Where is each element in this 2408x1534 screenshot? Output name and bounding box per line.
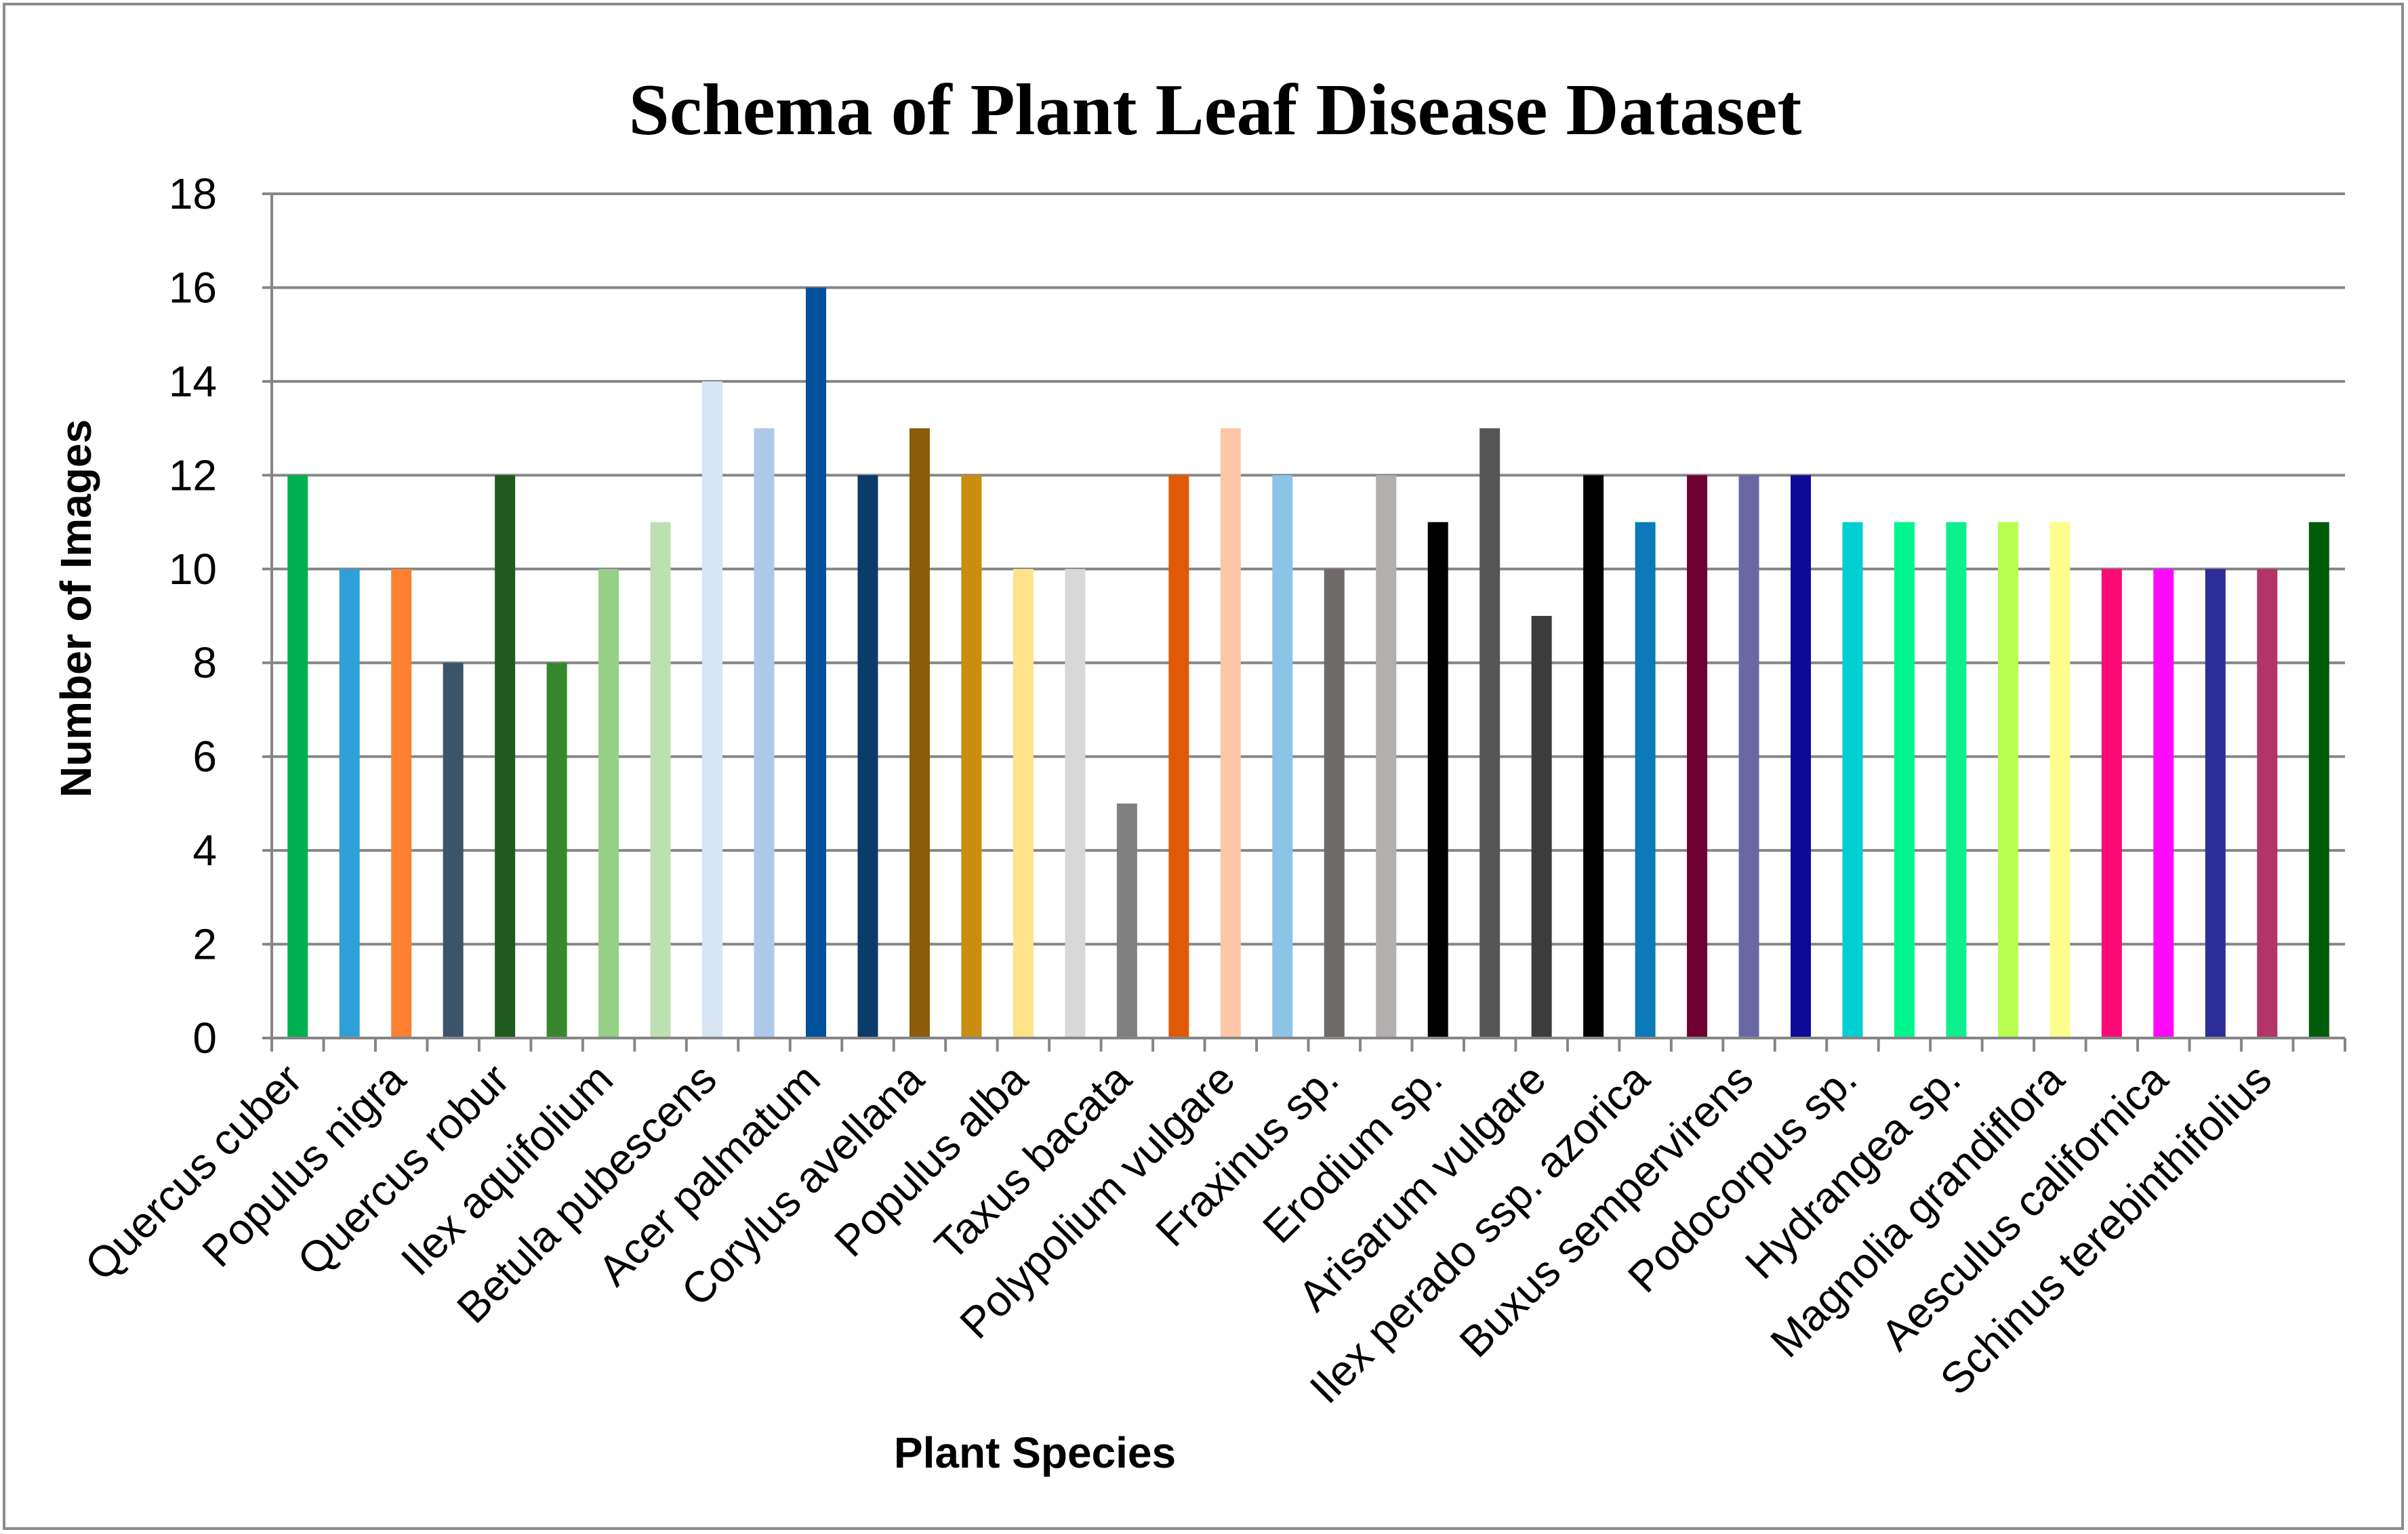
y-tick-label: 10 [169, 545, 217, 594]
bar [857, 475, 878, 1038]
bar [1220, 428, 1241, 1038]
bar [909, 428, 930, 1038]
bar [1013, 568, 1034, 1038]
y-tick-label: 8 [192, 638, 217, 687]
bar [1791, 475, 1812, 1038]
bar [2205, 568, 2226, 1038]
bar [495, 475, 516, 1038]
bar [1583, 475, 1604, 1038]
bar [2101, 568, 2122, 1038]
bar [546, 663, 567, 1038]
bar [1738, 475, 1759, 1038]
bar [1635, 522, 1656, 1038]
bar [443, 663, 464, 1038]
y-tick-label: 16 [169, 263, 217, 312]
bar [1531, 616, 1552, 1038]
bar [287, 475, 308, 1038]
axes [262, 192, 2346, 1052]
gridlines [272, 192, 2345, 946]
bar [1842, 522, 1863, 1038]
y-tick-label: 6 [192, 732, 217, 781]
y-tick-label: 14 [169, 357, 217, 406]
bar [1997, 522, 2018, 1038]
chart-title: Schema of Plant Leaf Disease Dataset [629, 70, 1802, 150]
chart-frame: Schema of Plant Leaf Disease Dataset 0 2 4… [3, 3, 2404, 1530]
y-axis-ticks: 0 2 4 6 8 10 12 14 16 18 [169, 169, 217, 1062]
bar [391, 568, 412, 1038]
bar [2308, 522, 2329, 1038]
bar-chart: Schema of Plant Leaf Disease Dataset 0 2 4… [52, 70, 2346, 1477]
y-tick-label: 4 [192, 826, 217, 875]
bar [2049, 522, 2070, 1038]
bar [1480, 428, 1501, 1038]
bar [1376, 475, 1397, 1038]
y-tick-label: 18 [169, 169, 217, 218]
y-tick-label: 0 [192, 1014, 217, 1062]
bar [1427, 522, 1448, 1038]
bars [287, 287, 2329, 1038]
bar [2153, 568, 2174, 1038]
bar [1272, 475, 1293, 1038]
bar [754, 428, 775, 1038]
bar [339, 568, 360, 1038]
bar [1946, 522, 1967, 1038]
bar [1687, 475, 1708, 1038]
bar [1116, 803, 1137, 1038]
bar [702, 381, 723, 1038]
bar [2257, 568, 2278, 1038]
bar [1065, 568, 1086, 1038]
bar [961, 475, 982, 1038]
bar [805, 287, 826, 1038]
bar [650, 522, 671, 1038]
y-axis-title: Number of Images [52, 419, 100, 797]
x-axis-title: Plant Species [894, 1428, 1176, 1477]
bar [1168, 475, 1189, 1038]
bar [1324, 568, 1345, 1038]
bar [598, 568, 619, 1038]
y-tick-label: 12 [169, 451, 217, 499]
bar [1894, 522, 1915, 1038]
y-tick-label: 2 [192, 920, 217, 969]
